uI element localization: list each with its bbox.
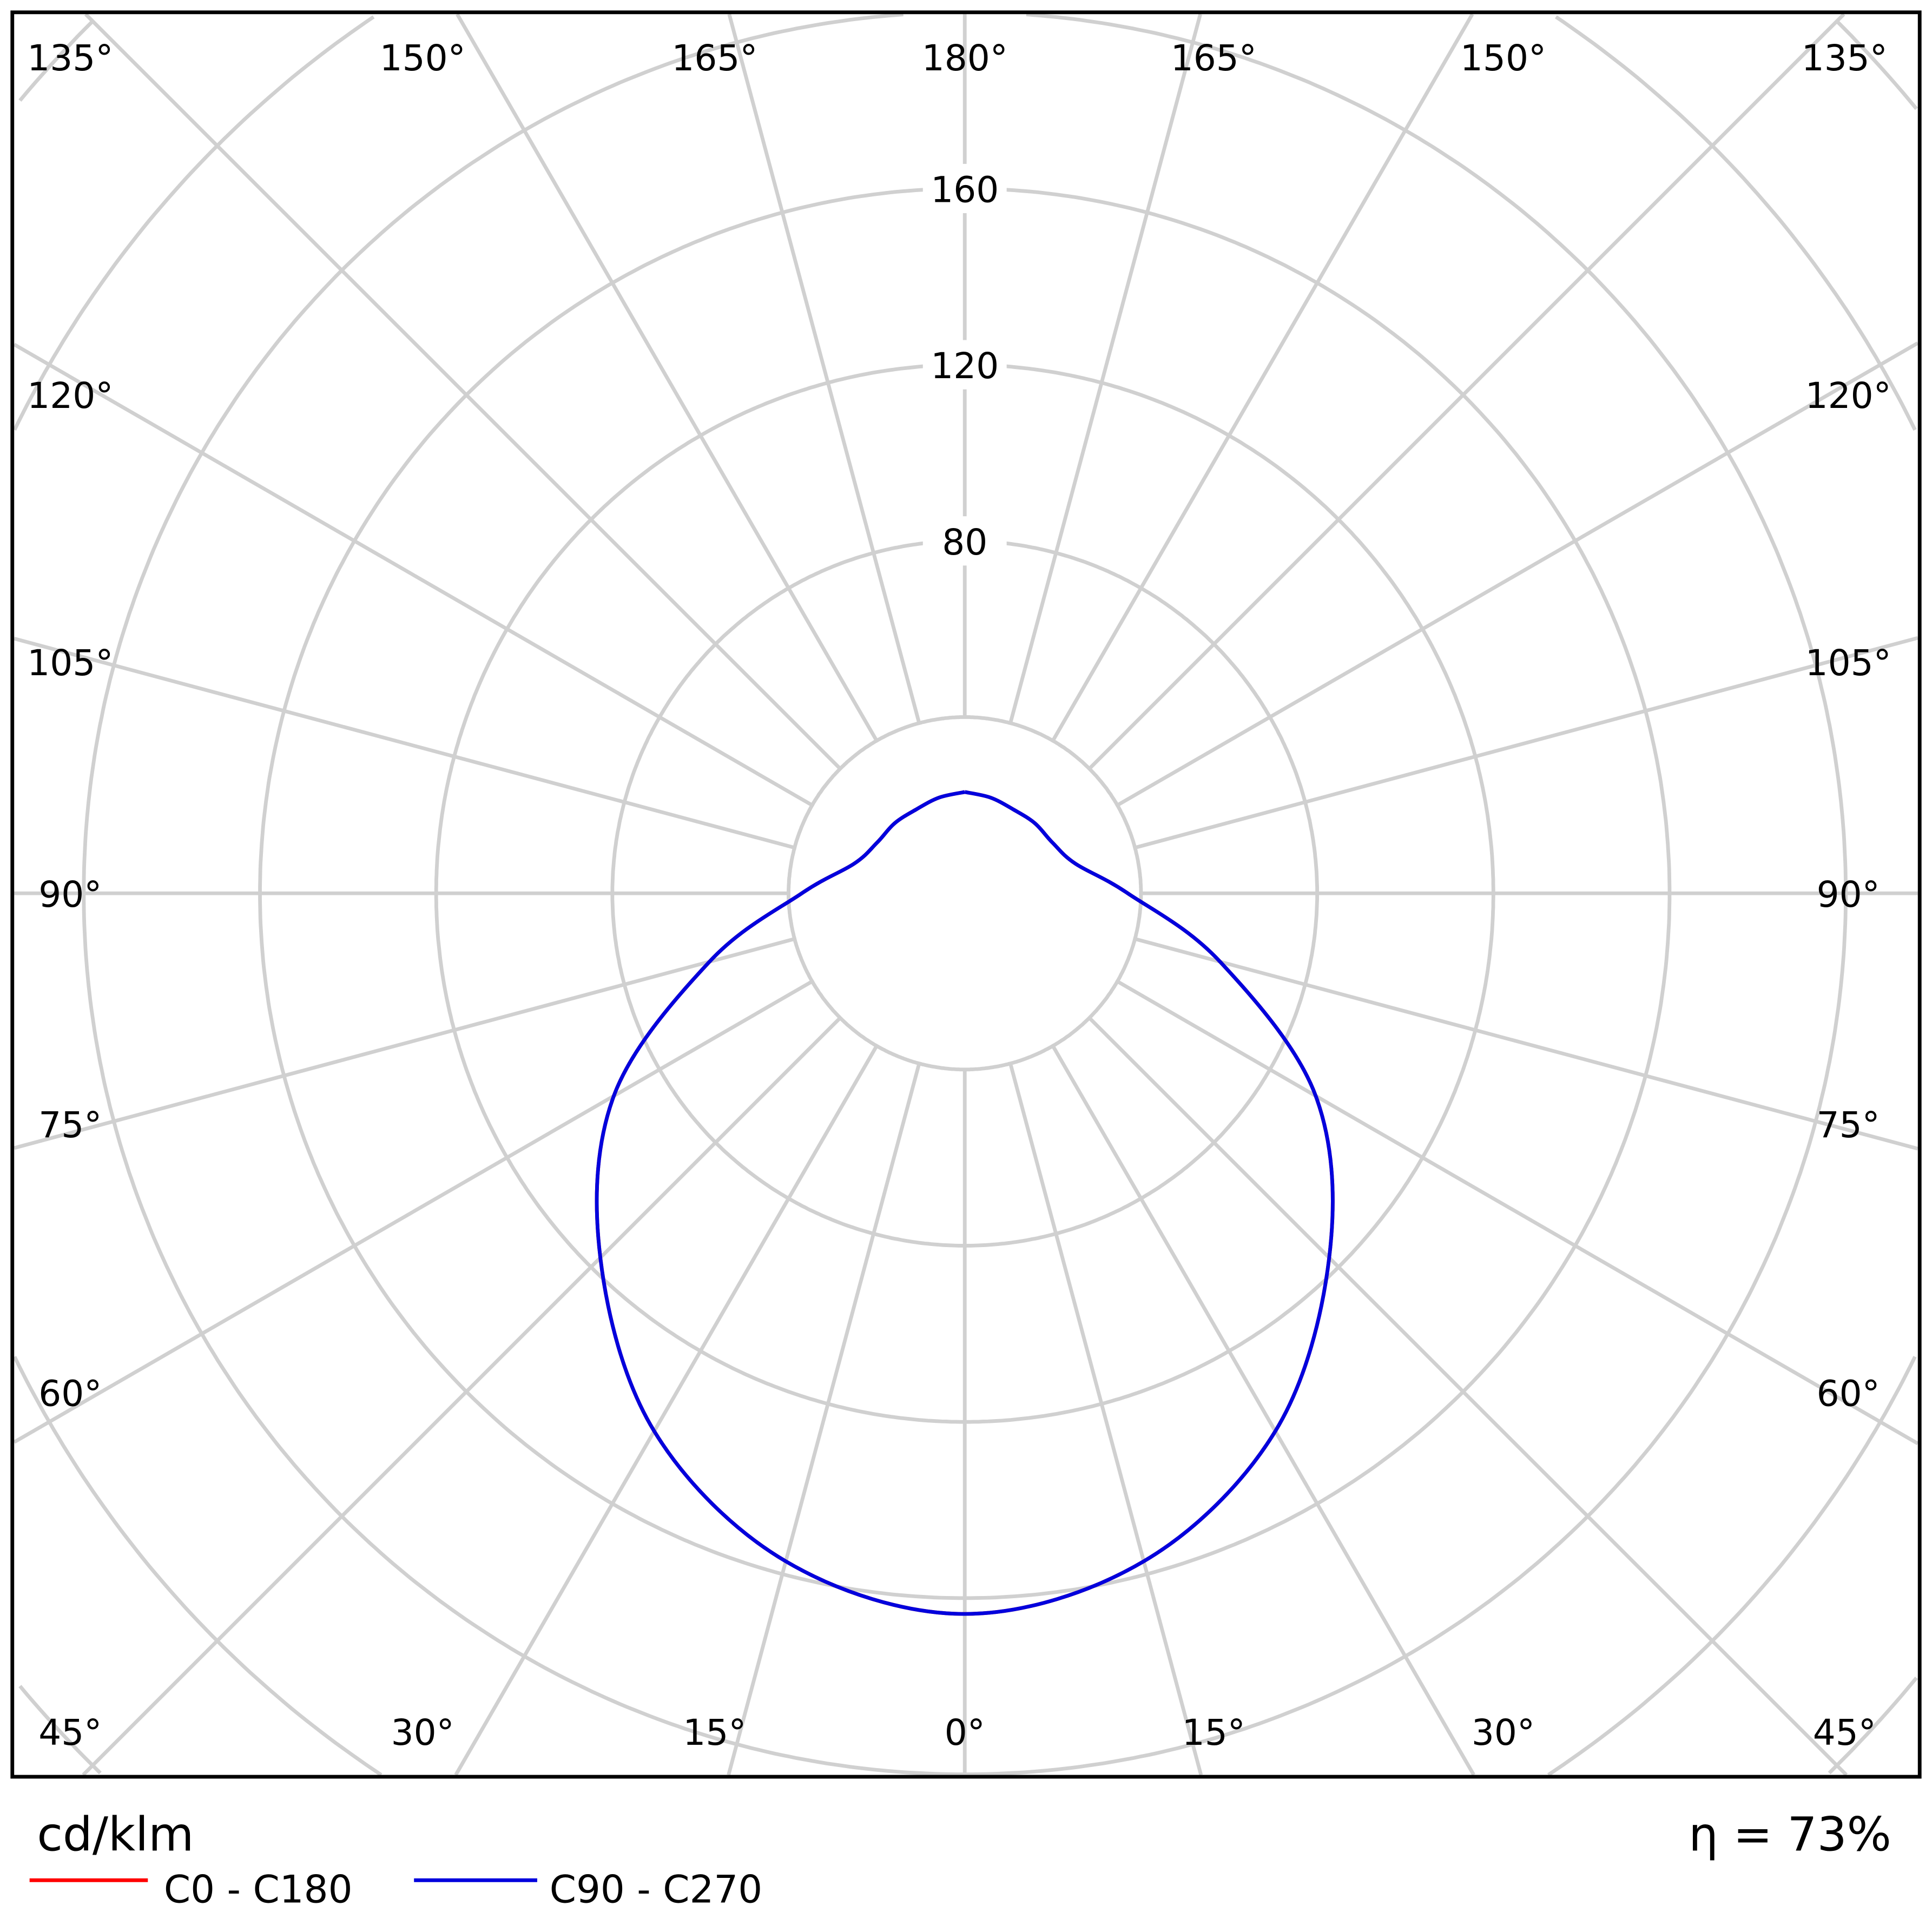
grid-spoke-45 bbox=[1088, 1017, 1848, 1777]
grid-spoke-255 bbox=[14, 637, 795, 850]
ring-label-bg bbox=[922, 340, 1007, 390]
angle-label: 60° bbox=[1817, 1373, 1880, 1415]
angle-label: 180° bbox=[922, 37, 1008, 79]
grid-spoke-210 bbox=[456, 13, 879, 742]
unit-label: cd/klm bbox=[37, 1808, 194, 1862]
angle-label: 105° bbox=[27, 642, 113, 684]
ring-label-bg bbox=[922, 516, 1007, 566]
angle-label: 150° bbox=[1460, 37, 1546, 79]
grid-spoke-315 bbox=[82, 1017, 842, 1777]
grid-ring-280 bbox=[18, 19, 1918, 1775]
grid-spoke-135 bbox=[1088, 12, 1845, 770]
efficiency-label: η = 73% bbox=[1689, 1808, 1891, 1862]
grid-spoke-345 bbox=[727, 1063, 921, 1776]
angle-label: 150° bbox=[380, 37, 466, 79]
angle-label: 45° bbox=[1813, 1712, 1876, 1753]
radial-tick-labels: 80 120 160 bbox=[922, 163, 1007, 566]
angle-label: 30° bbox=[1472, 1712, 1535, 1753]
angle-label: 120° bbox=[27, 375, 113, 417]
grid-spoke-30 bbox=[1051, 1045, 1475, 1776]
angle-label: 0° bbox=[945, 1712, 985, 1753]
grid-spoke-60 bbox=[1116, 980, 1919, 1446]
grid-spoke-300 bbox=[13, 980, 813, 1444]
angle-label: 90° bbox=[1817, 874, 1880, 915]
ring-label-bg bbox=[922, 163, 1007, 213]
angle-label: 165° bbox=[1171, 37, 1257, 79]
grid-spoke-225 bbox=[84, 12, 842, 770]
angle-label: 90° bbox=[38, 874, 102, 915]
angle-label: 105° bbox=[1805, 642, 1891, 684]
angle-label: 135° bbox=[1802, 37, 1888, 79]
intensity-curves bbox=[595, 790, 1335, 1616]
grid-spoke-195 bbox=[727, 14, 921, 724]
grid-spoke-105 bbox=[1134, 636, 1918, 850]
grid-spoke-330 bbox=[454, 1045, 879, 1776]
angle-label: 60° bbox=[38, 1373, 102, 1415]
grid-spoke-285 bbox=[14, 937, 795, 1150]
grid-spoke-165 bbox=[1008, 14, 1202, 724]
legend: C0 - C180 C90 - C270 bbox=[29, 1867, 763, 1911]
angle-label: 30° bbox=[391, 1712, 454, 1753]
angle-label: 75° bbox=[38, 1104, 102, 1146]
angle-label: 75° bbox=[1817, 1104, 1880, 1146]
grid-spoke-120 bbox=[1116, 341, 1919, 807]
angle-label: 165° bbox=[671, 37, 757, 79]
legend-label-c0: C0 - C180 bbox=[164, 1867, 353, 1911]
polar-grid bbox=[12, 12, 1919, 1777]
ring-label-160: 160 bbox=[931, 169, 999, 210]
grid-spoke-240 bbox=[13, 342, 813, 807]
grid-ring-40 bbox=[787, 715, 1143, 1072]
angle-label: 120° bbox=[1805, 375, 1891, 417]
ring-label-120: 120 bbox=[931, 345, 999, 387]
angle-label: 15° bbox=[683, 1712, 746, 1753]
grid-spoke-15 bbox=[1008, 1063, 1203, 1776]
angle-label: 135° bbox=[27, 37, 113, 79]
legend-label-c90: C90 - C270 bbox=[550, 1867, 763, 1911]
ring-label-80: 80 bbox=[942, 522, 987, 563]
plot-frame bbox=[10, 10, 1922, 1779]
grid-spoke-75 bbox=[1134, 937, 1918, 1151]
grid-spoke-150 bbox=[1051, 13, 1474, 742]
angle-label: 45° bbox=[38, 1712, 102, 1753]
grid-ring-240 bbox=[12, 15, 1917, 1777]
angle-labels: 135° 150° 165° 180° 165° 150° 135° 45° 30° 15° 0° 1… bbox=[27, 37, 1891, 1753]
grid-ring-200 bbox=[82, 12, 1848, 1776]
angle-label: 15° bbox=[1182, 1712, 1245, 1753]
